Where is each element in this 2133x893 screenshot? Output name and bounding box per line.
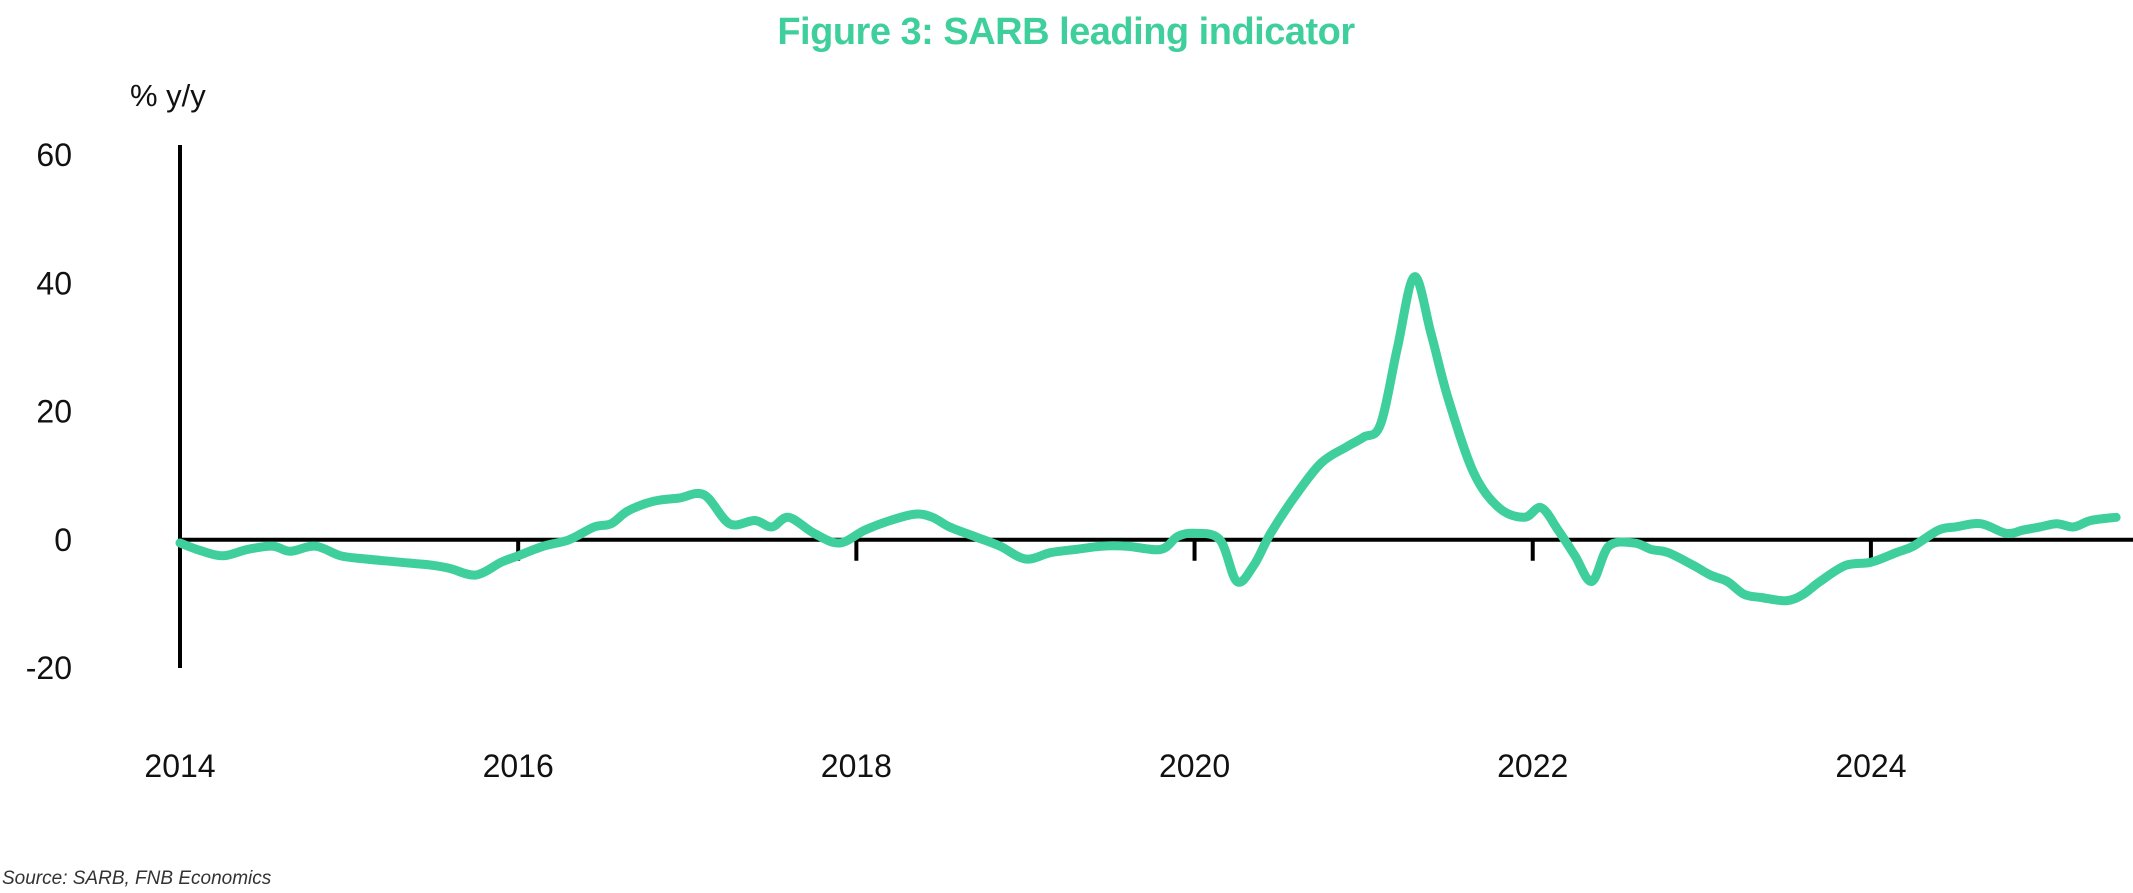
x-tick-labels: 2014 2016 2018 2020 2022 2024 <box>144 748 1906 784</box>
x-tick-label: 2022 <box>1497 748 1568 784</box>
chart-title: Figure 3: SARB leading indicator <box>777 11 1355 53</box>
y-tick-label: 40 <box>36 265 72 301</box>
y-tick-label: 60 <box>36 137 72 173</box>
y-tick-label: -20 <box>26 650 72 686</box>
source-note: Source: SARB, FNB Economics <box>2 868 272 889</box>
axes <box>178 145 2133 668</box>
series-line <box>175 272 2121 606</box>
y-tick-label: 20 <box>36 394 72 430</box>
x-tick-label: 2020 <box>1159 748 1230 784</box>
y-tick-labels: 60 40 20 0 -20 <box>26 137 72 686</box>
x-tick-label: 2014 <box>144 748 215 784</box>
x-tick-label: 2018 <box>821 748 892 784</box>
x-tick-label: 2016 <box>483 748 554 784</box>
y-tick-label: 0 <box>54 522 72 558</box>
x-tick-label: 2024 <box>1835 748 1906 784</box>
y-axis-unit-label: % y/y <box>130 78 206 113</box>
